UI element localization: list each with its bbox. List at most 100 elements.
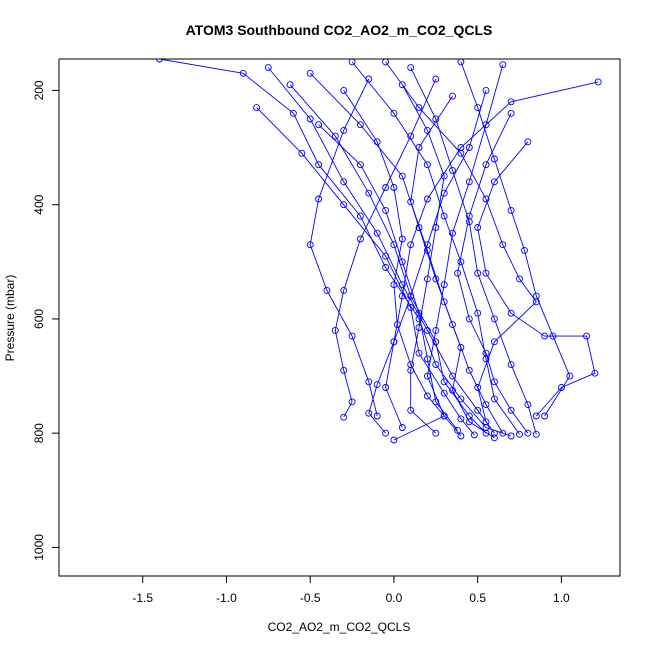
data-point	[507, 98, 515, 106]
data-point	[454, 269, 462, 277]
data-point	[507, 361, 515, 369]
data-point	[340, 178, 348, 186]
data-point	[440, 172, 448, 180]
data-point	[432, 326, 440, 334]
data-point	[382, 384, 390, 391]
data-point	[499, 429, 507, 437]
data-point	[507, 432, 515, 440]
data-point	[490, 395, 498, 403]
profile-line	[343, 90, 445, 441]
data-point	[482, 429, 490, 437]
data-point	[356, 161, 364, 169]
data-point	[423, 355, 431, 363]
data-point	[449, 229, 456, 237]
data-point	[306, 241, 314, 249]
data-point	[474, 384, 482, 391]
data-point	[507, 406, 515, 414]
data-point	[457, 344, 465, 351]
data-point	[432, 75, 440, 83]
y-axis: 200 400 600 800 1000	[32, 80, 60, 561]
data-point	[490, 315, 498, 323]
data-point	[524, 138, 532, 146]
profile-line	[318, 124, 458, 431]
data-point	[541, 332, 549, 340]
data-point	[340, 286, 348, 294]
data-point	[457, 432, 465, 440]
x-tick-label: -1.5	[132, 591, 153, 605]
data-point	[323, 286, 331, 294]
profile-line	[267, 67, 495, 434]
data-point	[507, 109, 515, 117]
data-point	[286, 81, 294, 89]
data-point	[390, 436, 398, 444]
data-point	[340, 86, 348, 94]
data-point	[423, 275, 431, 283]
data-point	[524, 401, 532, 409]
data-point	[373, 138, 381, 146]
data-point	[407, 292, 415, 300]
data-point	[516, 275, 523, 283]
y-tick-label: 1000	[32, 534, 46, 561]
data-point	[348, 332, 356, 340]
data-point	[490, 338, 498, 346]
data-point	[583, 332, 590, 340]
data-point	[457, 149, 465, 157]
data-point	[440, 389, 448, 397]
data-point	[340, 201, 348, 209]
data-point	[407, 64, 415, 72]
data-point	[449, 92, 456, 100]
data-point	[365, 75, 373, 83]
data-point	[407, 406, 415, 414]
data-point	[432, 429, 440, 437]
data-point	[507, 206, 515, 214]
data-point	[440, 281, 448, 289]
x-tick-label: 1.0	[553, 591, 570, 605]
data-point	[340, 126, 348, 134]
data-point	[532, 298, 540, 306]
data-point	[465, 418, 473, 426]
profile-line	[385, 81, 599, 428]
data-point	[156, 59, 163, 63]
data-point	[365, 409, 373, 417]
profile-line	[159, 59, 512, 437]
data-point	[532, 430, 540, 438]
data-point	[373, 381, 381, 389]
data-point	[382, 184, 390, 191]
data-point	[415, 309, 423, 317]
data-point	[432, 361, 440, 369]
data-point	[306, 69, 314, 77]
data-point	[398, 81, 406, 89]
data-point	[470, 431, 478, 439]
data-point	[415, 349, 423, 357]
y-axis-label: Pressure (mbar)	[3, 275, 17, 362]
data-point	[398, 258, 406, 266]
data-point	[365, 189, 373, 197]
data-point	[382, 429, 390, 437]
data-point	[298, 149, 306, 157]
data-point	[482, 418, 490, 426]
data-point	[432, 338, 440, 346]
data-point	[356, 235, 364, 243]
data-point	[499, 61, 507, 69]
data-point	[382, 264, 390, 271]
data-point	[474, 224, 482, 231]
data-point	[465, 315, 473, 323]
plot-series	[156, 59, 602, 444]
data-point	[440, 189, 448, 197]
data-point	[356, 212, 364, 220]
data-point	[490, 378, 498, 386]
data-point	[390, 281, 398, 289]
data-point	[482, 121, 490, 129]
profile-line	[410, 95, 495, 439]
data-point	[594, 78, 602, 86]
data-point	[390, 109, 398, 117]
data-point	[398, 172, 406, 180]
data-point	[289, 109, 297, 117]
data-point	[449, 166, 456, 174]
data-point	[557, 384, 565, 391]
data-point	[490, 155, 498, 163]
data-point	[365, 378, 373, 386]
data-point	[541, 412, 549, 420]
data-point	[315, 195, 323, 203]
